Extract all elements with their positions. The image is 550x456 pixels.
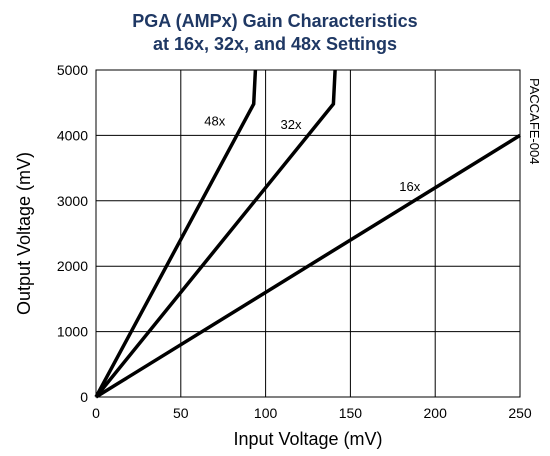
y-tick-label: 0 — [80, 389, 88, 405]
plot-frame — [95, 69, 521, 398]
y-tick-label: 2000 — [57, 258, 88, 274]
x-axis-label: Input Voltage (mV) — [233, 429, 382, 449]
x-tick-label: 50 — [173, 405, 189, 421]
figure-id-label: PACCAFE-004 — [527, 78, 542, 164]
series-line-32x — [94, 69, 337, 399]
y-tick-label: 5000 — [57, 62, 88, 78]
series-lines — [94, 69, 521, 399]
x-tick-label: 250 — [508, 405, 532, 421]
x-axis-ticks: 0 50 100 150 200 250 — [92, 405, 532, 421]
x-tick-label: 150 — [339, 405, 363, 421]
x-tick-label: 200 — [424, 405, 448, 421]
chart-title-line-1: PGA (AMPx) Gain Characteristics — [132, 11, 418, 31]
series-label-16x: 16x — [399, 179, 420, 194]
series-label-32x: 32x — [281, 117, 302, 132]
chart-title-line-2: at 16x, 32x, and 48x Settings — [152, 34, 398, 54]
series-line-48x — [94, 69, 258, 398]
series-line-16x — [95, 133, 521, 399]
grid-lines — [96, 70, 520, 397]
y-axis-label: Output Voltage (mV) — [14, 152, 34, 315]
y-axis-ticks: 0 1000 2000 3000 4000 5000 — [57, 62, 88, 405]
y-tick-label: 3000 — [57, 193, 88, 209]
series-labels: 48x 32x 16x — [204, 114, 420, 194]
x-tick-label: 100 — [254, 405, 278, 421]
y-tick-label: 4000 — [57, 127, 88, 143]
y-tick-label: 1000 — [57, 324, 88, 340]
series-label-48x: 48x — [204, 114, 225, 129]
x-tick-label: 0 — [92, 405, 100, 421]
